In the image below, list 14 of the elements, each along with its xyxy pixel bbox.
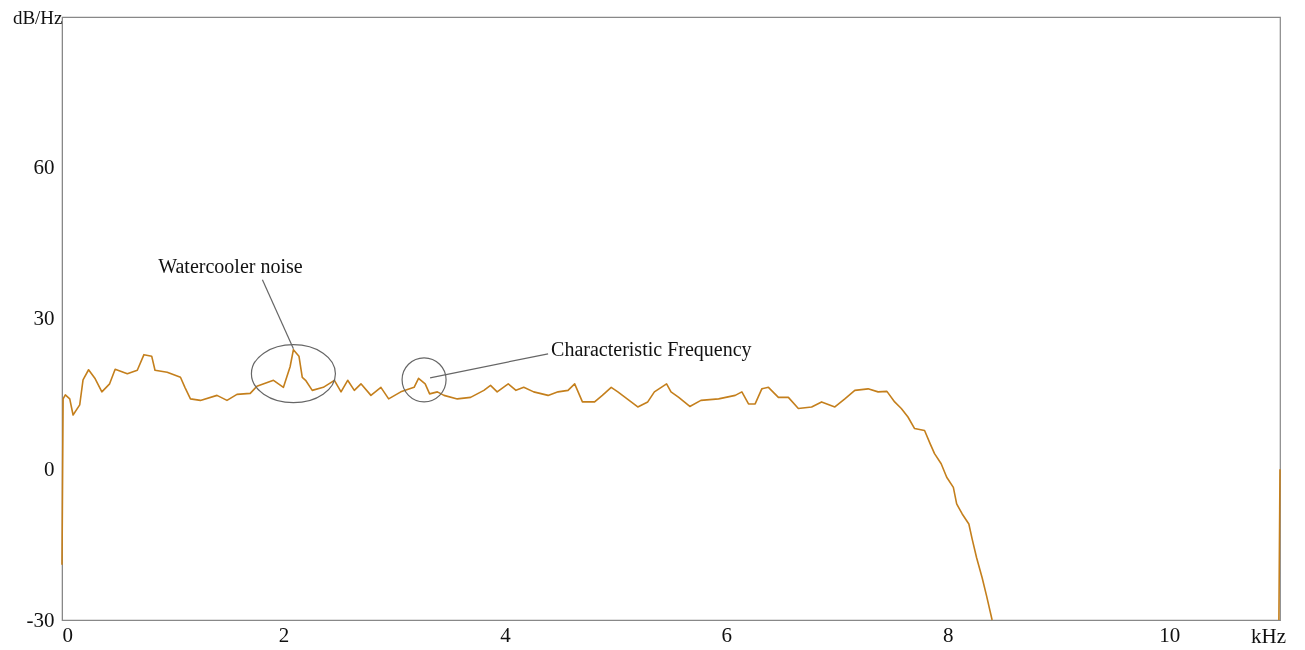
x-tick-label: 4 (500, 622, 512, 647)
y-tick-label: -30 (26, 607, 55, 632)
x-tick-label: 10 (1159, 622, 1181, 647)
x-tick-label: 8 (943, 622, 954, 647)
x-tick-label: 2 (278, 622, 290, 647)
annotation: Characteristic Frequency (551, 337, 752, 361)
y-tick-label: 30 (33, 306, 55, 330)
y-tick-label: 60 (33, 155, 55, 180)
y-axis-title: dB/Hz (12, 6, 63, 28)
x-axis-title: kHz (1251, 623, 1286, 648)
x-tick-label: 0 (62, 622, 73, 647)
x-tick-label: 6 (721, 622, 733, 647)
y-tick-label: 0 (44, 456, 55, 481)
annotation: Watercooler noise (158, 254, 303, 277)
